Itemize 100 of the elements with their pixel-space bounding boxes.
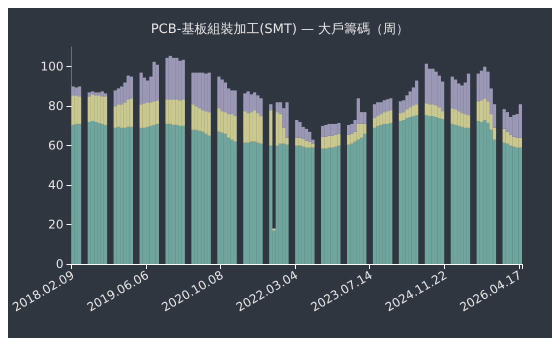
- bar: [182, 60, 185, 100]
- bar: [450, 108, 454, 124]
- bar: [234, 116, 237, 142]
- bar: [278, 114, 282, 144]
- bar: [182, 99, 185, 126]
- bar: [168, 99, 172, 124]
- bar: [334, 124, 338, 135]
- bar: [466, 128, 470, 264]
- bar: [114, 128, 117, 264]
- bar: [324, 124, 328, 137]
- bar: [178, 100, 182, 126]
- bar: [250, 94, 253, 112]
- bar: [321, 136, 324, 149]
- bar: [114, 106, 117, 128]
- bar: [311, 144, 315, 148]
- bar: [71, 86, 75, 96]
- bar: [120, 104, 124, 128]
- bar: [350, 124, 354, 134]
- bar: [389, 110, 392, 123]
- bar: [227, 114, 230, 138]
- bar: [337, 134, 340, 146]
- bar: [415, 115, 418, 264]
- bar: [149, 102, 152, 126]
- bar: [198, 108, 202, 131]
- bar: [130, 98, 134, 127]
- bar: [217, 76, 221, 108]
- bar: [243, 142, 246, 264]
- bar: [434, 105, 438, 118]
- bar: [389, 98, 392, 110]
- y-tick-label: 100: [40, 60, 64, 74]
- bar: [165, 124, 169, 264]
- bar: [337, 122, 340, 134]
- bar: [156, 64, 159, 100]
- bar: [376, 116, 380, 126]
- bar: [518, 148, 522, 264]
- bar: [156, 100, 159, 124]
- bar: [502, 128, 506, 143]
- bar: [431, 104, 434, 116]
- bar: [104, 124, 108, 264]
- bar: [295, 120, 298, 138]
- bar: [457, 111, 460, 126]
- bar: [428, 104, 432, 116]
- bar: [460, 113, 464, 127]
- bar: [243, 93, 246, 112]
- bar: [152, 101, 156, 125]
- bar: [220, 80, 224, 112]
- bar: [438, 76, 441, 108]
- bar: [224, 112, 228, 134]
- bar: [480, 70, 484, 100]
- bar: [130, 76, 134, 98]
- bar: [379, 114, 383, 125]
- bar: [256, 95, 260, 114]
- bar: [165, 58, 169, 100]
- bar: [130, 126, 134, 264]
- bar: [246, 113, 250, 143]
- bar: [217, 132, 221, 264]
- bar: [230, 114, 234, 140]
- bar: [97, 92, 101, 96]
- bar: [252, 110, 256, 142]
- y-tick-label: 80: [48, 99, 64, 114]
- bar: [256, 113, 260, 143]
- bar: [269, 110, 272, 146]
- bar: [502, 109, 506, 129]
- bar: [506, 132, 510, 144]
- bar: [509, 134, 512, 146]
- bar: [204, 111, 208, 134]
- bar: [217, 108, 221, 132]
- bar: [363, 134, 366, 264]
- bar: [476, 120, 480, 264]
- bar: [140, 128, 143, 264]
- bar: [386, 99, 390, 112]
- bar: [506, 112, 510, 132]
- bar: [476, 74, 480, 102]
- bar: [94, 95, 98, 122]
- bar: [302, 138, 305, 147]
- bar: [405, 95, 409, 110]
- bar: [172, 99, 176, 125]
- bar: [269, 146, 272, 264]
- bar: [88, 96, 91, 122]
- bar: [518, 104, 522, 138]
- bar: [415, 80, 418, 104]
- bar: [165, 99, 169, 124]
- bar: [90, 94, 94, 121]
- bar: [201, 110, 204, 132]
- y-tick-label: 20: [48, 218, 64, 232]
- bar: [502, 142, 506, 264]
- bar: [457, 83, 460, 112]
- bar: [191, 104, 195, 130]
- bar: [276, 146, 279, 264]
- bar: [382, 100, 386, 112]
- bar: [250, 112, 253, 142]
- bar: [440, 111, 444, 120]
- bar: [402, 112, 406, 120]
- bar: [94, 92, 98, 96]
- bar: [234, 142, 237, 264]
- bar: [243, 111, 246, 143]
- bar: [512, 115, 516, 137]
- bar: [308, 132, 312, 142]
- bar: [408, 91, 412, 108]
- bar: [398, 113, 402, 121]
